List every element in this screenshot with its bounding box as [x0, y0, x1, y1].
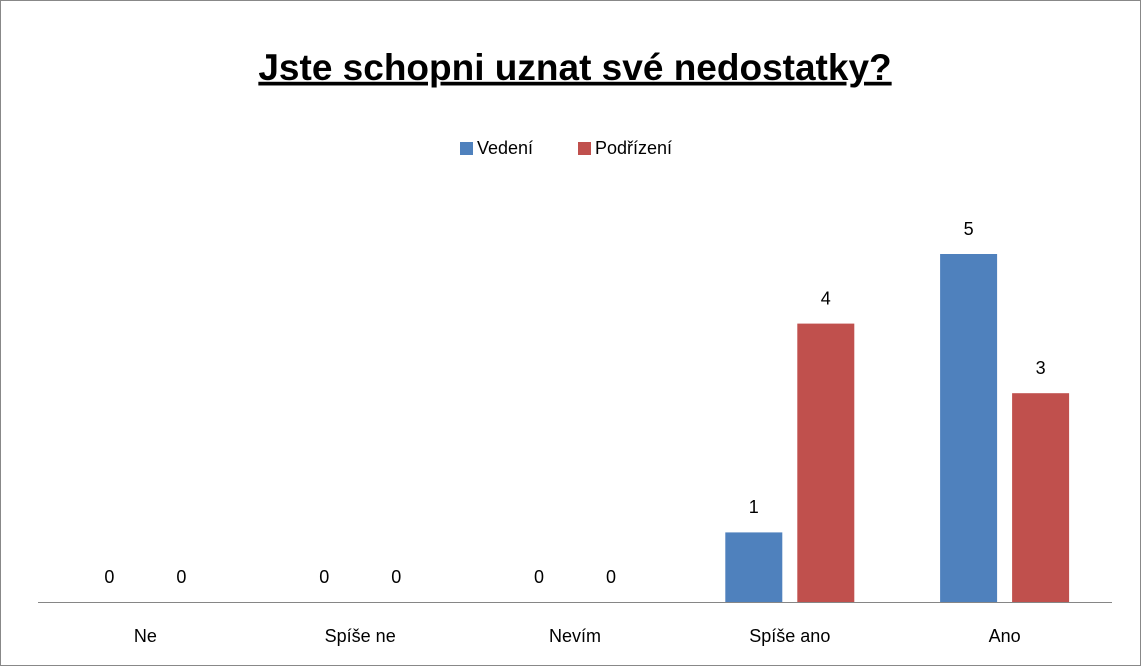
bar: [940, 254, 998, 602]
data-label: 0: [606, 567, 616, 587]
legend-label: Vedení: [477, 138, 533, 158]
data-label: 5: [964, 219, 974, 239]
x-tick-label: Nevím: [549, 626, 601, 646]
bar: [797, 323, 855, 602]
data-label: 0: [176, 567, 186, 587]
x-tick-label: Ne: [134, 626, 157, 646]
x-tick-label: Spíše ne: [325, 626, 396, 646]
data-label: 1: [749, 497, 759, 517]
data-label: 4: [821, 288, 831, 308]
data-label: 0: [391, 567, 401, 587]
data-label: 0: [319, 567, 329, 587]
legend-swatch: [460, 142, 473, 155]
data-label: 0: [534, 567, 544, 587]
bar: [725, 532, 783, 602]
x-tick-label: Ano: [989, 626, 1021, 646]
legend-swatch: [578, 142, 591, 155]
x-tick-label: Spíše ano: [749, 626, 830, 646]
bar: [1012, 393, 1070, 602]
data-label: 0: [104, 567, 114, 587]
chart-title: Jste schopni uznat své nedostatky?: [258, 47, 891, 88]
legend-label: Podřízení: [595, 138, 672, 158]
data-label: 3: [1036, 358, 1046, 378]
